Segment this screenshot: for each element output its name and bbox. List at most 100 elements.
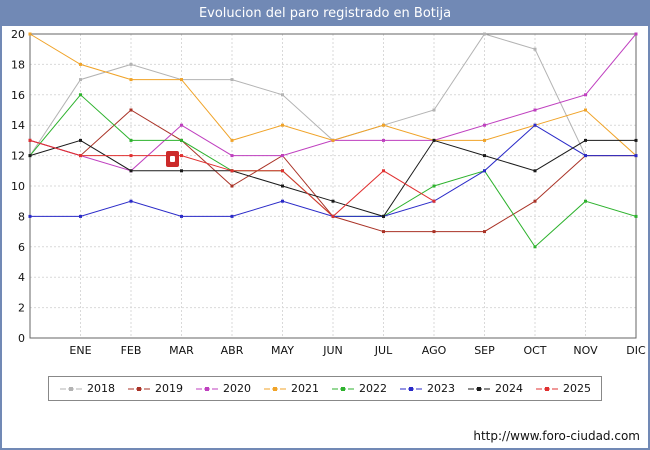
data-point-2020 [584, 93, 587, 97]
data-point-2023 [533, 123, 537, 127]
data-point-2022 [180, 138, 183, 142]
data-point-2024 [533, 169, 537, 173]
y-axis-label: 10 [11, 180, 25, 193]
y-axis-label: 0 [18, 332, 25, 345]
data-point-2018 [533, 47, 537, 51]
legend-label: 2021 [291, 382, 319, 395]
data-point-2023 [180, 214, 183, 218]
legend-line-sample-icon [468, 386, 490, 391]
data-point-2021 [180, 78, 183, 82]
data-point-2025 [129, 154, 133, 158]
data-point-2021 [331, 138, 335, 142]
x-axis-label: DIC [626, 344, 646, 357]
data-point-2024 [432, 138, 436, 142]
legend-entry-2020: 2020 [195, 382, 251, 395]
data-point-2022 [79, 93, 82, 97]
legend-label: 2020 [223, 382, 251, 395]
data-point-2022 [432, 184, 436, 188]
data-point-2025 [331, 214, 335, 218]
legend-entry-2024: 2024 [467, 382, 523, 395]
data-point-2020 [230, 154, 234, 158]
data-point-2021 [230, 138, 234, 142]
data-point-2020 [634, 32, 638, 36]
y-axis-label: 14 [11, 119, 25, 132]
legend-line-sample-icon [196, 386, 218, 391]
data-point-2020 [483, 123, 486, 127]
y-axis-label: 12 [11, 150, 25, 163]
legend-line-sample-icon [128, 386, 150, 391]
data-point-2023 [79, 214, 82, 218]
data-point-2024 [79, 138, 82, 142]
chart-title-bar: Evolucion del paro registrado en Botija [2, 2, 648, 26]
x-axis-label: FEB [121, 344, 142, 357]
data-point-2020 [533, 108, 537, 112]
legend-label: 2018 [87, 382, 115, 395]
legend-entry-2022: 2022 [331, 382, 387, 395]
x-axis-label: AGO [422, 344, 447, 357]
data-point-2018 [432, 108, 436, 112]
x-axis-label: JUL [374, 344, 393, 357]
footer-url: http://www.foro-ciudad.com [473, 429, 640, 443]
legend-label: 2023 [427, 382, 455, 395]
data-point-2019 [432, 230, 436, 234]
data-point-2020 [382, 138, 385, 142]
legend-entry-2025: 2025 [535, 382, 591, 395]
legend-line-sample-icon [536, 386, 558, 391]
x-axis-label: SEP [474, 344, 495, 357]
data-point-2018 [230, 78, 234, 82]
data-point-2023 [483, 169, 486, 173]
data-point-2019 [129, 108, 133, 112]
data-point-2024 [634, 138, 638, 142]
x-axis-label: MAR [169, 344, 194, 357]
legend-entry-2019: 2019 [127, 382, 183, 395]
x-axis-label: ABR [221, 344, 244, 357]
data-point-2018 [129, 62, 133, 66]
data-point-2024 [129, 169, 133, 173]
data-point-2021 [281, 123, 284, 127]
data-point-2023 [129, 199, 133, 203]
data-point-2024 [483, 154, 486, 158]
x-axis-label: ENE [69, 344, 91, 357]
legend-entry-2018: 2018 [59, 382, 115, 395]
legend-label: 2025 [563, 382, 591, 395]
data-point-2024 [180, 169, 183, 173]
x-axis-label: NOV [573, 344, 598, 357]
legend-line-sample-icon [400, 386, 422, 391]
x-axis-label: JUN [322, 344, 343, 357]
data-point-2025 [180, 154, 183, 158]
data-point-2024 [28, 154, 32, 158]
data-point-2021 [129, 78, 133, 82]
data-point-2019 [230, 184, 234, 188]
chart-title: Evolucion del paro registrado en Botija [198, 6, 452, 21]
data-point-2025 [432, 199, 436, 203]
data-point-2025 [382, 169, 385, 173]
data-point-2021 [483, 138, 486, 142]
data-point-2025 [28, 138, 32, 142]
x-axis-label: MAY [271, 344, 294, 357]
data-point-2020 [180, 123, 183, 127]
data-point-2025 [281, 169, 284, 173]
y-axis-label: 18 [11, 58, 25, 71]
data-point-2022 [533, 245, 537, 249]
y-axis-label: 4 [18, 271, 25, 284]
data-point-2019 [382, 230, 385, 234]
data-point-2019 [483, 230, 486, 234]
legend-line-sample-icon [332, 386, 354, 391]
legend-label: 2019 [155, 382, 183, 395]
data-point-2022 [129, 138, 133, 142]
data-point-2023 [28, 214, 32, 218]
legend-label: 2022 [359, 382, 387, 395]
data-point-2021 [79, 62, 82, 66]
data-point-2024 [331, 199, 335, 203]
data-point-2018 [79, 78, 82, 82]
y-axis-label: 6 [18, 241, 25, 254]
chart-canvas: 0 2 4 6 8 10 12 14 16 18 20 ENE FEB MAR ABR MAY JUN JUL AG… [11, 28, 646, 357]
data-point-2021 [28, 32, 32, 36]
data-point-2023 [230, 214, 234, 218]
y-axis-label: 20 [11, 28, 25, 41]
data-point-2023 [584, 154, 587, 158]
legend-entry-2023: 2023 [399, 382, 455, 395]
legend-entry-2021: 2021 [263, 382, 319, 395]
legend-line-sample-icon [264, 386, 286, 391]
